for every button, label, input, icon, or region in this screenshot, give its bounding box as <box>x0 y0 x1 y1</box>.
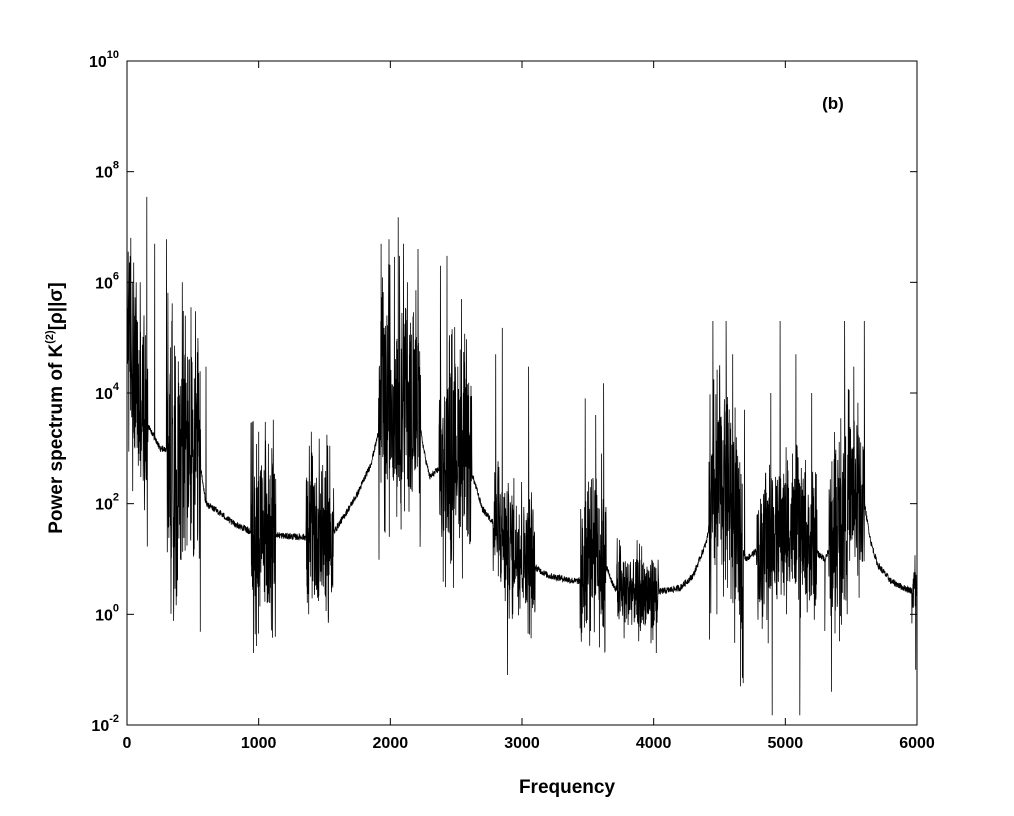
ylabel-prefix: Power spectrum of K <box>46 343 67 533</box>
y-tick-label: 106 <box>95 270 119 292</box>
y-tick-label: 100 <box>95 602 119 624</box>
svg-text:Power spectrum of K(2)[ρ||σ]: Power spectrum of K(2)[ρ||σ] <box>44 282 67 534</box>
x-tick-label: 4000 <box>636 735 672 752</box>
spectrum-series-line <box>126 196 918 716</box>
y-tick-label: 1010 <box>89 49 119 71</box>
y-tick-label: 108 <box>95 160 119 182</box>
ylabel-suffix: [ρ||σ] <box>46 282 67 330</box>
x-tick-label: 5000 <box>768 735 804 752</box>
x-tick-label: 3000 <box>504 735 540 752</box>
x-tick-label: 2000 <box>373 735 409 752</box>
y-tick-label: 104 <box>95 381 120 403</box>
ticks-layer: 0 1000 2000 3000 4000 5000 6000 10-2 100 102 104 10… <box>89 49 935 752</box>
ylabel-superscript: (2) <box>44 330 56 344</box>
x-tick-label: 1000 <box>241 735 277 752</box>
y-tick-label: 102 <box>95 492 119 514</box>
x-tick-label: 6000 <box>899 735 935 752</box>
x-axis-title: Frequency <box>519 777 616 798</box>
panel-label: (b) <box>822 94 844 113</box>
x-tick-label: 0 <box>123 735 132 752</box>
y-tick-label: 10-2 <box>91 713 119 735</box>
plot-frame <box>126 60 918 726</box>
spectrum-layer <box>126 196 918 716</box>
y-axis-title: Power spectrum of K(2)[ρ||σ] <box>44 282 67 534</box>
